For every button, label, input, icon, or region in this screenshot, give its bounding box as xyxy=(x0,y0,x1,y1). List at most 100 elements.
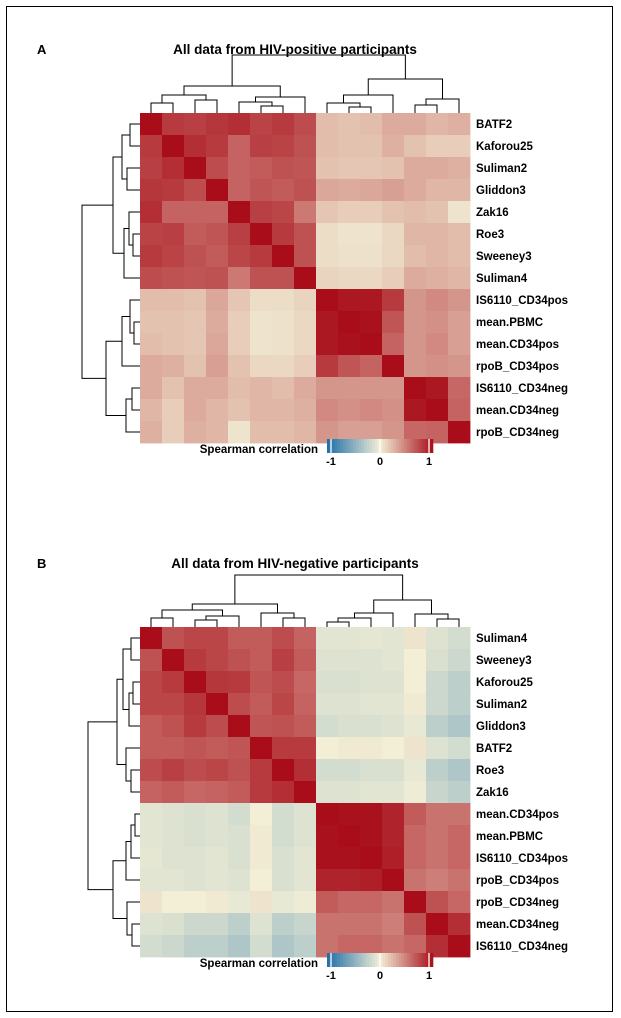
heatmap-cell xyxy=(316,377,339,400)
heatmap-cell xyxy=(338,737,361,760)
scale-swatch xyxy=(369,953,373,967)
heatmap-cell xyxy=(162,847,185,870)
heatmap-cell xyxy=(360,627,383,650)
heatmap-cell xyxy=(382,399,405,422)
heatmap-cell xyxy=(404,803,427,826)
heatmap-cell xyxy=(184,201,207,224)
heatmap-cell xyxy=(294,377,317,400)
dendrogram-branch xyxy=(131,923,140,947)
heatmap-cell xyxy=(316,627,339,650)
heatmap-cell xyxy=(140,113,163,136)
heatmap-cell xyxy=(382,157,405,180)
heatmap-cell xyxy=(162,311,185,334)
heatmap-cell xyxy=(294,847,317,870)
scale-swatch xyxy=(377,439,381,453)
heatmap-cell xyxy=(228,355,251,378)
heatmap-cell xyxy=(448,311,471,334)
heatmap-cell xyxy=(184,737,207,760)
panel-a-title: All data from HIV-positive participants xyxy=(173,42,417,57)
heatmap-cell xyxy=(338,825,361,848)
heatmap-cell xyxy=(338,201,361,224)
heatmap-cell xyxy=(162,671,185,694)
heatmap-cell xyxy=(338,671,361,694)
dendrogram-branch xyxy=(231,54,406,86)
scale-tick-label: 1 xyxy=(426,456,432,468)
dendrogram-branch xyxy=(260,105,284,113)
heatmap-cell xyxy=(294,157,317,180)
heatmap-cell xyxy=(162,201,185,224)
scale-swatch xyxy=(350,953,354,967)
scale-swatch xyxy=(395,953,399,967)
heatmap-cell xyxy=(426,201,449,224)
scale-swatch xyxy=(398,439,402,453)
heatmap-cell xyxy=(426,715,449,738)
heatmap-cell xyxy=(272,869,295,892)
heatmap-cell xyxy=(228,113,251,136)
heatmap-cell xyxy=(206,891,229,914)
heatmap-cell xyxy=(228,759,251,782)
scale-swatch xyxy=(380,439,383,453)
row-label: Suliman2 xyxy=(476,699,527,711)
scale-swatch xyxy=(422,439,426,453)
heatmap-cell xyxy=(206,223,229,246)
heatmap-cell xyxy=(184,693,207,716)
heatmap-cell xyxy=(140,869,163,892)
heatmap-cell xyxy=(382,421,405,444)
heatmap-cell xyxy=(338,333,361,356)
dendrogram-branch xyxy=(414,613,449,627)
scale-swatch xyxy=(369,439,373,453)
heatmap-cell xyxy=(338,913,361,936)
heatmap-cell xyxy=(426,399,449,422)
heatmap-cell xyxy=(360,825,383,848)
heatmap-cell xyxy=(448,715,471,738)
dendrogram-branch xyxy=(121,134,130,180)
dendrogram-branch xyxy=(134,813,140,837)
dendrogram-branch xyxy=(326,102,361,113)
heatmap-cell xyxy=(338,847,361,870)
heatmap-cell xyxy=(272,377,295,400)
heatmap-cell xyxy=(426,355,449,378)
heatmap-cell xyxy=(448,201,471,224)
heatmap-cell xyxy=(162,113,185,136)
dendrogram-branch xyxy=(133,321,140,345)
heatmap-cell xyxy=(448,421,471,444)
heatmap-cell xyxy=(360,245,383,268)
heatmap-cell xyxy=(360,179,383,202)
figure-frame: A All data from HIV-positive participant… xyxy=(6,6,613,1012)
heatmap-cell xyxy=(382,223,405,246)
heatmap-cell xyxy=(206,847,229,870)
heatmap-cell xyxy=(360,377,383,400)
panel-b-letter: B xyxy=(37,556,46,571)
heatmap-cell xyxy=(426,649,449,672)
dendrogram-branch xyxy=(260,612,295,627)
heatmap-cell xyxy=(140,913,163,936)
scale-swatch xyxy=(348,439,352,453)
heatmap-cell xyxy=(228,913,251,936)
scale-swatch xyxy=(422,953,426,967)
heatmap-cell xyxy=(360,649,383,672)
heatmap-cell xyxy=(184,891,207,914)
heatmap-cell xyxy=(338,377,361,400)
heatmap-cell xyxy=(206,715,229,738)
heatmap-cell xyxy=(294,671,317,694)
heatmap-cell xyxy=(448,781,471,804)
dendrogram-branch xyxy=(238,101,273,113)
heatmap-cell xyxy=(316,113,339,136)
row-label: Sweeney3 xyxy=(476,251,532,263)
heatmap-cell xyxy=(316,715,339,738)
panel-a-row-labels: BATF2 Kaforou25 Suliman2 Gliddon3 Zak16 Roe3 S… xyxy=(476,119,568,439)
heatmap-cell xyxy=(250,649,273,672)
scale-swatch xyxy=(406,953,410,967)
heatmap-cell xyxy=(228,649,251,672)
heatmap-cell xyxy=(140,135,163,158)
heatmap-cell xyxy=(294,113,317,136)
heatmap-cell xyxy=(184,245,207,268)
heatmap-cell xyxy=(294,267,317,290)
heatmap-cell xyxy=(206,311,229,334)
scale-swatch xyxy=(345,439,349,453)
heatmap-cell xyxy=(272,421,295,444)
heatmap-cell xyxy=(360,935,383,958)
heatmap-cell xyxy=(404,759,427,782)
heatmap-cell xyxy=(140,399,163,422)
heatmap-cell xyxy=(206,157,229,180)
